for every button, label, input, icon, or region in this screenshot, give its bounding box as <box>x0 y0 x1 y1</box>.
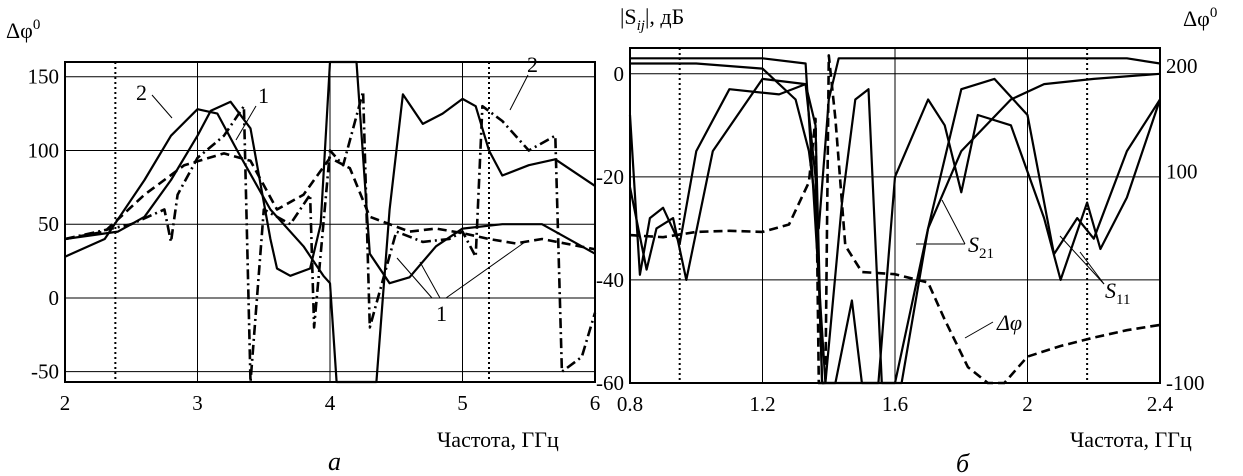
y-axis-title: Δφ0 <box>6 17 40 43</box>
series-group <box>64 60 597 384</box>
series-label-s11: S11 <box>1105 278 1130 308</box>
y-axis-title: |Sij|, дБ <box>620 4 684 34</box>
leader-line <box>509 74 529 111</box>
curve-label: 2 <box>527 52 538 77</box>
x-axis-title: Частота, ГГц <box>437 427 559 452</box>
y-tick-label: 0 <box>49 286 60 310</box>
y-tick-label: -50 <box>31 360 59 384</box>
leader-line <box>445 241 526 299</box>
series-line <box>629 54 1161 385</box>
series-label-s21: S21 <box>968 232 994 262</box>
x-tick-label: 1.6 <box>882 392 908 416</box>
series-line <box>630 57 1161 385</box>
leader-line <box>419 261 441 299</box>
x-tick-labels: 2 3 4 5 6 <box>60 391 601 415</box>
panel-label: б <box>956 449 970 476</box>
leader-line <box>964 321 994 339</box>
x-tick-label: 1.2 <box>749 392 775 416</box>
curve-label: 2 <box>136 80 147 105</box>
y2-tick-label: 100 <box>1166 160 1198 184</box>
gridlines <box>629 48 1161 384</box>
leader-line <box>941 199 966 245</box>
series-line <box>628 77 1161 385</box>
x-tick-label: 4 <box>325 391 336 415</box>
y-tick-label: -20 <box>596 165 624 189</box>
x-tick-label: 0.8 <box>617 392 643 416</box>
series-line <box>64 90 597 384</box>
x-axis-title: Частота, ГГц <box>1070 427 1192 452</box>
y2-tick-labels: 200 100 -100 <box>1166 54 1205 395</box>
y-tick-label: -60 <box>596 371 624 395</box>
series-line <box>64 152 596 251</box>
curve-label: 1 <box>258 83 269 108</box>
y-tick-label: -40 <box>596 268 624 292</box>
leader-line <box>235 105 257 141</box>
y2-tick-label: -100 <box>1166 371 1205 395</box>
series-line <box>64 93 596 384</box>
chart-panel-b: 0 -20 -40 -60 200 100 -100 0.8 1.2 1.6 2 2.4 |Sij… <box>596 4 1217 476</box>
x-tick-label: 2 <box>60 391 71 415</box>
y-tick-labels: 150 100 50 0 -50 <box>28 65 60 384</box>
x-tick-label: 5 <box>457 391 468 415</box>
dotted-markers <box>114 62 490 382</box>
y2-tick-label: 200 <box>1166 54 1198 78</box>
y-tick-labels: 0 -20 -40 -60 <box>596 62 624 395</box>
x-tick-label: 3 <box>192 391 203 415</box>
series-line <box>630 57 1161 230</box>
x-tick-label: 2.4 <box>1147 392 1174 416</box>
series-label-dphi: Δφ <box>996 310 1022 335</box>
leader-line <box>1079 251 1105 285</box>
y-tick-label: 0 <box>614 62 625 86</box>
y2-axis-title: Δφ0 <box>1183 5 1217 31</box>
gridlines <box>64 62 596 382</box>
curve-label: 1 <box>436 301 447 326</box>
panel-label: а <box>328 447 341 476</box>
x-tick-labels: 0.8 1.2 1.6 2 2.4 <box>617 392 1174 416</box>
x-tick-label: 6 <box>590 391 601 415</box>
leader-line <box>396 257 433 299</box>
x-tick-label: 2 <box>1022 392 1033 416</box>
leader-line <box>1059 235 1105 285</box>
y-tick-label: 150 <box>28 65 60 89</box>
leader-line <box>151 94 173 119</box>
y-tick-label: 100 <box>28 138 60 162</box>
series-group <box>628 54 1162 385</box>
y-tick-label: 50 <box>38 212 59 236</box>
dotted-markers <box>678 48 1089 383</box>
